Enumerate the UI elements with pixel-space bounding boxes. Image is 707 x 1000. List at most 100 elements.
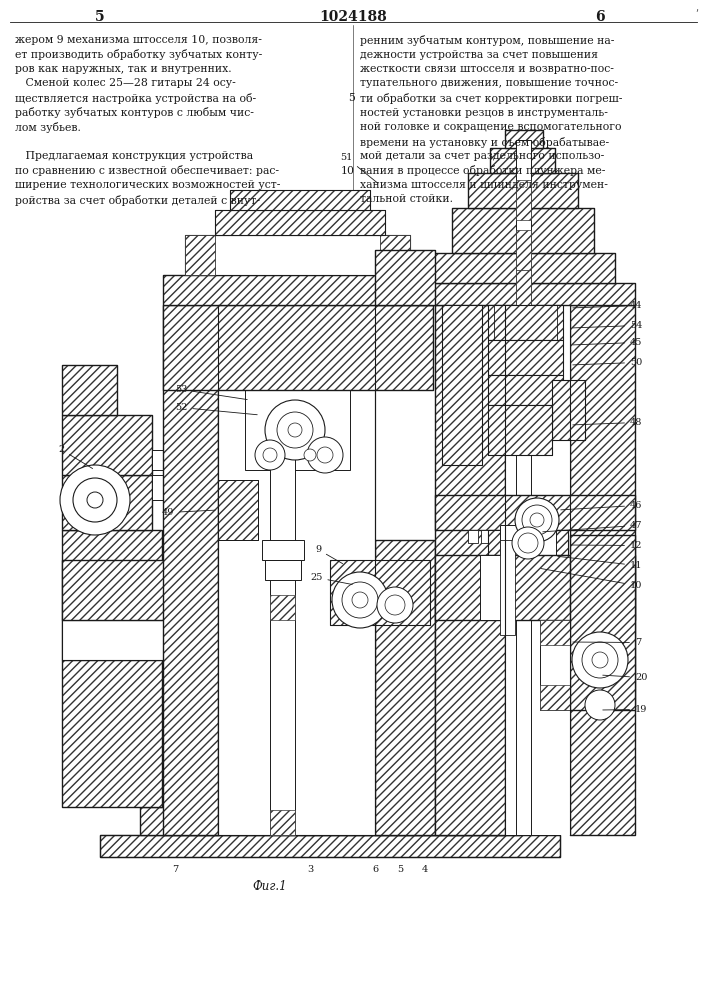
Text: 9: 9 xyxy=(315,545,343,564)
Bar xyxy=(505,305,570,835)
Text: 4: 4 xyxy=(422,865,428,874)
Circle shape xyxy=(73,478,117,522)
Text: 53: 53 xyxy=(175,385,247,400)
Bar xyxy=(540,620,570,645)
Bar xyxy=(490,148,555,173)
Text: 20: 20 xyxy=(603,673,648,682)
Text: 54: 54 xyxy=(573,321,643,330)
Bar xyxy=(265,560,301,580)
Bar xyxy=(488,530,568,555)
Text: ренним зубчатым контуром, повышение на-: ренним зубчатым контуром, повышение на- xyxy=(360,35,614,46)
Circle shape xyxy=(342,582,378,618)
Text: 6: 6 xyxy=(372,865,378,874)
Text: 6: 6 xyxy=(595,10,604,24)
Text: дежности устройства за счет повышения: дежности устройства за счет повышения xyxy=(360,49,598,60)
Circle shape xyxy=(317,447,333,463)
Text: ,: , xyxy=(695,3,698,13)
Bar xyxy=(62,365,117,415)
Bar xyxy=(375,540,435,835)
Bar xyxy=(552,380,585,440)
Text: Сменой колес 25—28 гитары 24 осу-: Сменой колес 25—28 гитары 24 осу- xyxy=(15,79,235,89)
Bar xyxy=(415,807,440,835)
Bar xyxy=(262,540,304,560)
Text: 5: 5 xyxy=(348,93,355,103)
Bar xyxy=(62,475,152,530)
Text: ностей установки резцов в инструменталь-: ностей установки резцов в инструменталь- xyxy=(360,107,608,117)
Text: Фиг.1: Фиг.1 xyxy=(252,880,287,893)
Bar xyxy=(163,275,433,305)
Text: Предлагаемая конструкция устройства: Предлагаемая конструкция устройства xyxy=(15,151,253,161)
Bar xyxy=(516,140,531,835)
Circle shape xyxy=(385,595,405,615)
Bar xyxy=(494,305,557,340)
Bar xyxy=(435,555,635,620)
Bar xyxy=(62,415,152,475)
Bar xyxy=(507,530,517,543)
Circle shape xyxy=(263,448,277,462)
Bar xyxy=(488,405,552,455)
Circle shape xyxy=(592,652,608,668)
Bar xyxy=(481,530,491,543)
Text: лом зубьев.: лом зубьев. xyxy=(15,122,81,133)
Bar xyxy=(100,835,560,857)
Text: 11: 11 xyxy=(558,556,643,570)
Bar xyxy=(62,660,162,807)
Circle shape xyxy=(277,412,313,448)
Bar xyxy=(163,305,433,390)
Text: работку зубчатых контуров с любым чис-: работку зубчатых контуров с любым чис- xyxy=(15,107,254,118)
Text: мой детали за счет раздельного использо-: мой детали за счет раздельного использо- xyxy=(360,151,604,161)
Bar xyxy=(468,173,578,208)
Bar xyxy=(163,305,218,835)
Circle shape xyxy=(332,572,388,628)
Text: 48: 48 xyxy=(573,418,643,427)
Bar xyxy=(140,807,520,835)
Bar xyxy=(435,305,505,835)
Bar xyxy=(163,275,433,305)
Circle shape xyxy=(518,533,538,553)
Bar xyxy=(488,305,563,340)
Bar xyxy=(452,208,594,253)
Bar xyxy=(375,540,435,835)
Text: 10: 10 xyxy=(341,165,355,176)
Bar xyxy=(163,305,218,835)
Bar xyxy=(505,130,543,148)
Bar xyxy=(330,560,430,625)
Bar xyxy=(516,370,531,400)
Bar xyxy=(533,530,543,543)
Bar xyxy=(488,305,563,340)
Bar xyxy=(360,807,400,835)
Bar xyxy=(270,595,295,620)
Bar xyxy=(516,180,531,220)
Bar xyxy=(540,685,570,710)
Bar xyxy=(230,190,370,210)
Bar xyxy=(62,415,152,475)
Bar xyxy=(488,375,563,405)
Circle shape xyxy=(265,400,325,460)
Circle shape xyxy=(288,423,302,437)
Text: 49: 49 xyxy=(162,508,215,517)
Text: ширение технологических возможностей уст-: ширение технологических возможностей уст… xyxy=(15,180,281,190)
Bar xyxy=(375,250,435,305)
Bar xyxy=(62,365,117,415)
Bar xyxy=(570,305,635,835)
Text: тальной стойки.: тальной стойки. xyxy=(360,194,453,205)
Bar xyxy=(375,250,435,305)
Bar xyxy=(430,253,615,283)
Circle shape xyxy=(304,449,316,461)
Text: 44: 44 xyxy=(573,301,643,310)
Text: жером 9 механизма штосселя 10, позволя-: жером 9 механизма штосселя 10, позволя- xyxy=(15,35,262,45)
Bar xyxy=(270,810,295,835)
Circle shape xyxy=(255,440,285,470)
Bar xyxy=(500,525,556,560)
Bar xyxy=(215,210,385,235)
Bar xyxy=(442,305,482,465)
Bar xyxy=(410,283,635,305)
Bar xyxy=(62,530,162,660)
Text: 7: 7 xyxy=(573,638,641,647)
Text: ров как наружных, так и внутренних.: ров как наружных, так и внутренних. xyxy=(15,64,232,74)
Bar xyxy=(552,380,585,440)
Circle shape xyxy=(515,498,559,542)
Bar xyxy=(430,253,615,283)
Text: ет производить обработку зубчатых конту-: ет производить обработку зубчатых конту- xyxy=(15,49,262,60)
Bar xyxy=(570,535,635,710)
